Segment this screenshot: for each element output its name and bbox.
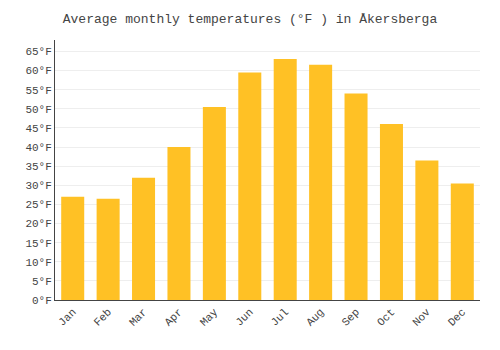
svg-text:10°F: 10°F [25,257,51,269]
svg-text:Nov: Nov [410,306,433,329]
svg-text:Jul: Jul [269,306,291,328]
svg-text:Jan: Jan [56,306,78,328]
svg-text:Feb: Feb [92,306,114,328]
svg-text:25°F: 25°F [25,199,51,211]
svg-text:May: May [198,306,221,329]
svg-text:50°F: 50°F [25,104,51,116]
svg-text:Sep: Sep [340,306,362,328]
svg-text:55°F: 55°F [25,85,51,97]
svg-text:35°F: 35°F [25,161,51,173]
svg-text:60°F: 60°F [25,65,51,77]
svg-text:Oct: Oct [375,306,397,328]
svg-text:Mar: Mar [127,306,149,328]
svg-text:Aug: Aug [304,306,326,328]
svg-text:20°F: 20°F [25,218,51,230]
svg-text:40°F: 40°F [25,142,51,154]
svg-text:15°F: 15°F [25,238,51,250]
svg-text:0°F: 0°F [32,295,52,307]
svg-text:65°F: 65°F [25,46,51,58]
svg-text:Apr: Apr [162,306,184,328]
svg-text:Jun: Jun [233,306,255,328]
svg-text:Average monthly temperatures (: Average monthly temperatures (°F ) in Åk… [63,12,438,27]
svg-text:30°F: 30°F [25,180,51,192]
svg-text:Dec: Dec [446,306,468,328]
svg-text:5°F: 5°F [32,276,52,288]
svg-text:45°F: 45°F [25,123,51,135]
